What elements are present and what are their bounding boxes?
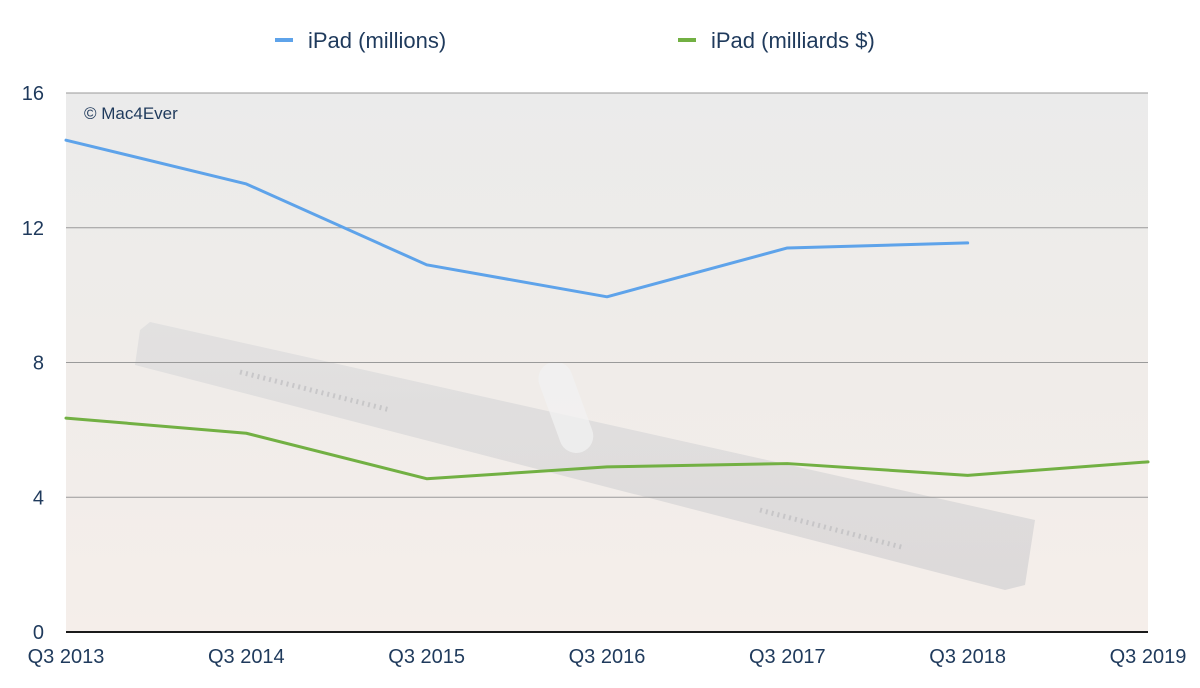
y-tick-label: 4	[33, 487, 44, 509]
x-tick-label: Q3 2016	[569, 646, 646, 668]
grid-lines	[66, 92, 1148, 498]
tablet-photo	[135, 322, 1035, 590]
series-line-0	[64, 138, 970, 299]
x-tick-label: Q3 2019	[1110, 646, 1187, 668]
pencil-photo	[538, 361, 594, 454]
y-tick-label: 0	[33, 622, 44, 644]
legend-label: iPad (milliards $)	[711, 28, 875, 53]
x-tick-label: Q3 2015	[388, 646, 465, 668]
legend: iPad (millions) iPad (milliards $)	[275, 28, 875, 53]
y-tick-label: 12	[22, 218, 44, 240]
y-tick-label: 8	[33, 353, 44, 375]
x-tick-label: Q3 2013	[28, 646, 105, 668]
x-tick-label: Q3 2017	[749, 646, 826, 668]
y-tick-label: 16	[22, 83, 44, 105]
watermark-credit: © Mac4Ever	[84, 104, 178, 123]
legend-label: iPad (millions)	[308, 28, 446, 53]
axes: 0 4 8 12 16 Q3 2013 Q3 2014 Q3 2015 Q3 2016 Q3 20…	[22, 83, 1187, 668]
series-lines	[64, 138, 1150, 481]
x-tick-label: Q3 2014	[208, 646, 285, 668]
series-line-1	[64, 416, 1150, 481]
x-tick-label: Q3 2018	[929, 646, 1006, 668]
